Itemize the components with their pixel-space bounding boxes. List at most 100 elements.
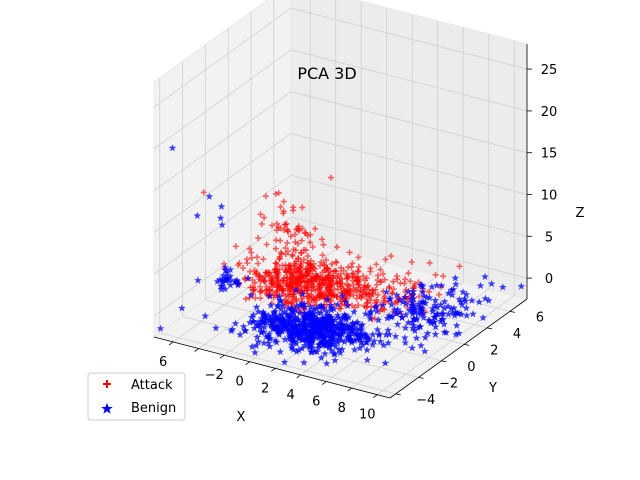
attack-point xyxy=(407,278,414,285)
benign-point xyxy=(320,324,329,332)
benign-point xyxy=(292,347,301,355)
benign-point xyxy=(351,323,359,331)
benign-point xyxy=(227,326,235,335)
x-tick xyxy=(373,394,378,399)
benign-point xyxy=(300,300,308,308)
attack-point xyxy=(416,293,423,300)
benign-point xyxy=(414,309,422,317)
benign-point xyxy=(385,330,393,338)
benign-point xyxy=(461,297,470,305)
grid-line-y-floor xyxy=(159,332,396,395)
attack-point xyxy=(291,265,298,272)
benign-point xyxy=(419,313,428,321)
attack-point xyxy=(440,273,447,280)
benign-point xyxy=(246,318,254,326)
grid-line-x-floor xyxy=(172,242,311,343)
attack-point xyxy=(298,260,305,267)
benign-point xyxy=(276,296,284,304)
benign-point xyxy=(313,315,322,324)
attack-point xyxy=(355,302,362,309)
benign-point xyxy=(440,304,448,312)
benign-point xyxy=(452,308,460,316)
attack-point xyxy=(283,267,290,274)
benign-point xyxy=(327,301,335,309)
attack-point xyxy=(327,286,334,293)
grid-line-z-back xyxy=(290,216,528,279)
benign-point xyxy=(417,341,425,349)
benign-point xyxy=(261,310,269,319)
benign-point xyxy=(319,334,328,342)
benign-point xyxy=(319,304,328,312)
benign-point xyxy=(262,332,271,341)
attack-point xyxy=(328,260,335,267)
benign-point xyxy=(222,274,230,282)
benign-point xyxy=(421,347,429,355)
attack-point xyxy=(221,260,228,267)
benign-point xyxy=(252,303,261,311)
benign-point xyxy=(450,311,459,319)
x-tick-label: 8 xyxy=(338,401,346,416)
attack-point xyxy=(273,274,280,281)
benign-point xyxy=(253,321,261,329)
benign-point xyxy=(326,315,335,324)
attack-point xyxy=(242,295,249,302)
benign-point xyxy=(393,291,401,299)
benign-point xyxy=(390,306,399,314)
benign-point xyxy=(300,313,308,321)
benign-point xyxy=(363,356,372,364)
benign-point xyxy=(428,307,437,315)
attack-point xyxy=(236,260,243,267)
benign-point xyxy=(379,301,387,309)
attack-point xyxy=(289,253,296,260)
attack-point xyxy=(312,225,319,232)
benign-point xyxy=(337,324,345,332)
benign-point xyxy=(404,287,413,295)
benign-point xyxy=(275,311,284,320)
benign-point xyxy=(244,274,252,282)
attack-point xyxy=(408,259,415,266)
benign-point xyxy=(311,347,319,355)
benign-point xyxy=(299,317,308,325)
benign-point xyxy=(342,297,350,305)
benign-point xyxy=(262,318,270,327)
benign-point xyxy=(212,324,220,332)
benign-point xyxy=(388,312,397,320)
benign-point xyxy=(487,279,496,288)
attack-point xyxy=(344,272,351,279)
x-tick-label: 6 xyxy=(159,355,167,370)
attack-point xyxy=(390,286,397,293)
benign-point xyxy=(288,314,296,322)
y-tick-label: 0 xyxy=(467,360,475,375)
attack-point xyxy=(256,288,263,295)
benign-point xyxy=(226,265,235,273)
z-tick-label: 0 xyxy=(545,272,553,287)
attack-point xyxy=(292,247,299,254)
x-tick-label: −2 xyxy=(205,368,224,383)
benign-point xyxy=(321,342,330,350)
benign-point xyxy=(384,339,393,347)
benign-point xyxy=(307,347,315,355)
attack-point xyxy=(405,270,412,277)
benign-point xyxy=(284,304,293,312)
benign-point xyxy=(412,334,421,342)
grid-line-z-back xyxy=(290,133,528,195)
benign-point xyxy=(264,339,273,347)
benign-point xyxy=(259,309,267,317)
benign-point xyxy=(350,308,358,316)
attack-point xyxy=(317,290,324,297)
benign-point xyxy=(462,290,471,298)
benign-point xyxy=(266,342,274,350)
benign-point xyxy=(440,297,449,305)
benign-point xyxy=(350,345,359,353)
benign-point xyxy=(420,292,428,300)
attack-point xyxy=(261,214,268,221)
attack-point xyxy=(305,284,312,291)
attack-point xyxy=(294,225,301,232)
benign-point xyxy=(499,283,507,291)
attack-point xyxy=(316,294,323,301)
benign-point xyxy=(408,304,417,313)
benign-point xyxy=(342,315,350,323)
benign-point xyxy=(254,307,263,315)
benign-point xyxy=(254,337,263,345)
x-tick-label: 6 xyxy=(312,395,320,410)
